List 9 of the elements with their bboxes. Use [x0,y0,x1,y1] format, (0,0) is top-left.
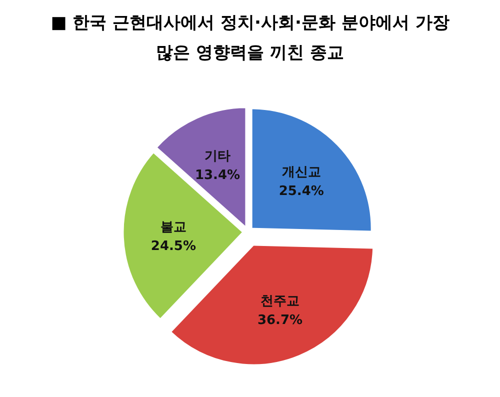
data-label: 13.4% [194,168,240,183]
slice-label: 개신교 [282,164,321,180]
data-label: 36.7% [257,313,303,328]
chart-title: ■ 한국 근현대사에서 정치·사회·문화 분야에서 가장 많은 영향력을 끼친 종교 [50,12,450,65]
slice-label: 기타 [204,148,231,164]
data-label: 25.4% [278,184,324,199]
slice-label: 천주교 [260,294,300,310]
data-label: 24.5% [150,239,196,254]
slice-label: 불교 [160,220,186,236]
